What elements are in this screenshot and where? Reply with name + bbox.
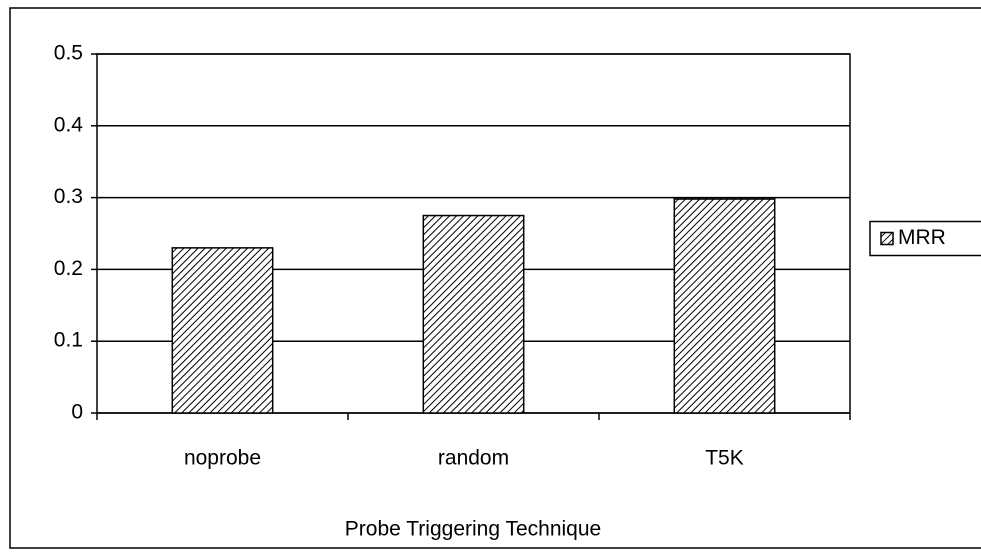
y-tick-label: 0.3	[54, 185, 83, 208]
bar	[171, 247, 274, 414]
x-tick-label: T5K	[705, 447, 744, 470]
chart-border	[9, 7, 981, 549]
x-axis-label: Probe Triggering Technique	[345, 518, 601, 541]
bar	[422, 214, 525, 414]
y-tick-label: 0.4	[54, 113, 84, 136]
y-tick-label: 0.2	[54, 257, 83, 280]
legend-label: MRR	[898, 226, 946, 249]
x-tick-label: random	[438, 447, 509, 470]
y-tick-label: 0.1	[54, 329, 83, 352]
y-tick-label: 0.5	[54, 42, 83, 65]
y-tick-label: 0	[71, 401, 83, 424]
x-tick-label: noprobe	[184, 447, 261, 470]
legend-swatch	[880, 231, 894, 246]
bar	[673, 198, 776, 414]
